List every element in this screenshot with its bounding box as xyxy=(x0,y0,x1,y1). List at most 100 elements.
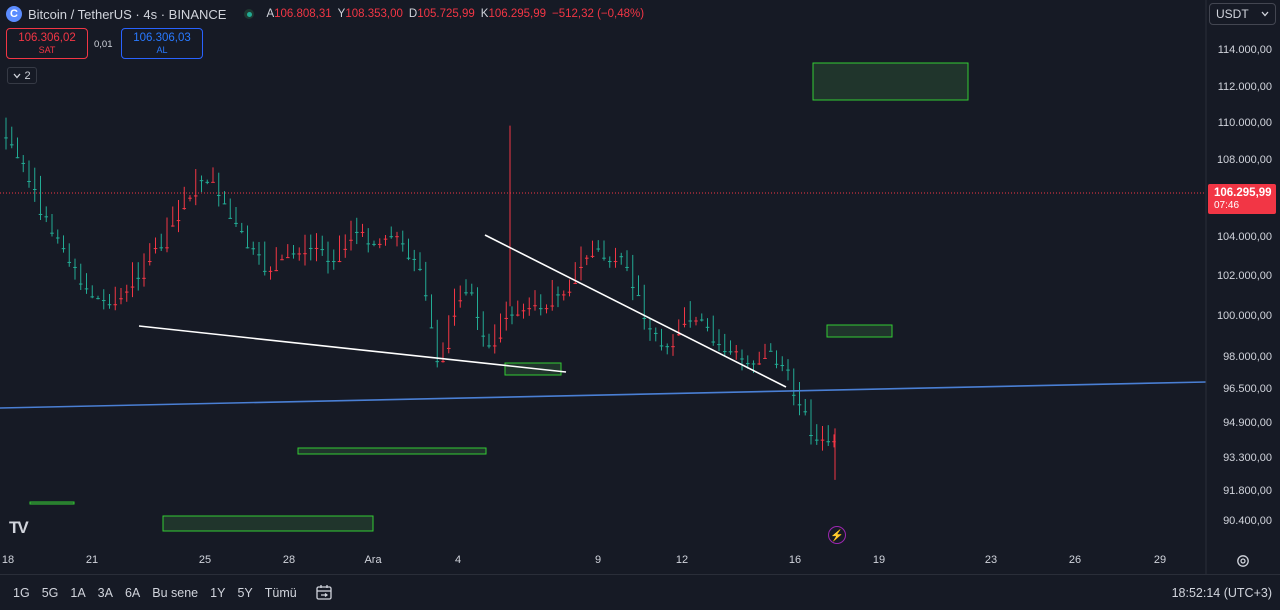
candle-body xyxy=(274,270,279,272)
timeframe-ytd[interactable]: Bu sene xyxy=(152,585,199,600)
candle-body xyxy=(27,181,31,183)
trendline-right[interactable] xyxy=(484,234,787,388)
candle-body xyxy=(395,236,399,238)
candle-body xyxy=(55,237,60,239)
sell-button[interactable]: 106.306,02 SAT xyxy=(6,28,88,59)
time-axis-label: 16 xyxy=(788,554,802,566)
candle-body xyxy=(297,253,302,255)
symbol-title[interactable]: Bitcoin / TetherUS · 4s · BINANCE xyxy=(28,6,227,22)
zone-box-bottom[interactable] xyxy=(162,515,374,532)
trendline-left[interactable] xyxy=(138,325,567,373)
time-axis-label: 9 xyxy=(594,554,602,566)
zone-box-left[interactable] xyxy=(29,501,75,505)
time-axis-label: 21 xyxy=(85,554,99,566)
price-axis-label: 114.000,00 xyxy=(1217,44,1272,56)
bar-countdown: 07:46 xyxy=(1214,199,1240,211)
buy-label: AL xyxy=(156,45,168,55)
candle-body xyxy=(705,326,710,328)
time-axis-label: 29 xyxy=(1153,554,1167,566)
chart-canvas[interactable] xyxy=(0,0,1280,574)
candle-body xyxy=(107,304,112,306)
candle-body xyxy=(475,316,480,318)
settings-gear-icon[interactable] xyxy=(1236,554,1250,568)
clock-timezone[interactable]: 18:52:14 (UTC+3) xyxy=(1171,585,1272,600)
candle-body xyxy=(791,394,796,396)
candle-body xyxy=(153,248,158,250)
candle-body xyxy=(740,358,744,360)
candle-body xyxy=(527,308,532,310)
candle-body xyxy=(607,261,612,263)
timeframe-all[interactable]: Tümü xyxy=(264,585,297,600)
candle-body xyxy=(734,351,739,353)
candle-body xyxy=(780,365,785,367)
timeframe-1y[interactable]: 1Y xyxy=(210,585,226,600)
currency-select[interactable]: USDT xyxy=(1209,3,1276,25)
tradingview-logo[interactable]: TV xyxy=(9,518,29,537)
price-axis-label: 98.000,00 xyxy=(1223,351,1272,363)
price-axis-label: 104.000,00 xyxy=(1216,231,1272,243)
support-trendline[interactable] xyxy=(0,381,1207,409)
candle-body xyxy=(205,181,210,183)
timeframe-3a[interactable]: 3A xyxy=(97,585,113,600)
time-axis-label: 25 xyxy=(198,554,212,566)
candle-body xyxy=(648,328,652,330)
price-axis-label: 94.900,00 xyxy=(1223,417,1272,429)
candle-body xyxy=(96,298,100,300)
candle-body xyxy=(222,203,227,205)
indicators-count: 2 xyxy=(24,69,31,82)
candle-body xyxy=(492,345,497,347)
timeframe-1g[interactable]: 1G xyxy=(13,585,30,600)
time-axis-label: 19 xyxy=(872,554,886,566)
candle-body xyxy=(521,310,526,312)
candle-body xyxy=(354,231,359,233)
candle-body xyxy=(67,261,72,263)
candle-body xyxy=(774,363,779,365)
candle-body xyxy=(216,194,221,196)
zone-target-box[interactable] xyxy=(812,62,969,101)
candle-body xyxy=(814,439,819,441)
candle-body xyxy=(826,441,831,443)
candle-body xyxy=(498,337,503,339)
market-status-icon[interactable] xyxy=(244,9,255,19)
ohlc-close: K106.295,99 xyxy=(480,8,547,20)
timeframe-5y[interactable]: 5Y xyxy=(237,585,253,600)
candle-body xyxy=(291,253,296,255)
timeframe-6a[interactable]: 6A xyxy=(124,585,141,600)
timeframe-5g[interactable]: 5G xyxy=(41,585,59,600)
candle-body xyxy=(820,439,825,441)
price-axis-label: 112.000,00 xyxy=(1217,81,1272,93)
zone-box-right[interactable] xyxy=(826,324,893,338)
candle-body xyxy=(711,341,716,343)
price-axis-label: 100.000,00 xyxy=(1216,310,1272,322)
candle-body xyxy=(90,296,95,298)
candle-body xyxy=(193,195,198,197)
price-change: −512,32 (−0,48%) xyxy=(552,8,645,20)
zone-box-support[interactable] xyxy=(297,447,487,455)
candle-body xyxy=(556,294,560,296)
candle-body xyxy=(176,220,181,222)
timeframe-1a[interactable]: 1A xyxy=(70,585,86,600)
candle-body xyxy=(613,261,618,263)
candle-body xyxy=(268,270,273,272)
candle-body xyxy=(211,181,215,183)
time-axis-label: 18 xyxy=(1,554,15,566)
candle-body xyxy=(50,232,54,234)
price-axis-label: 108.000,00 xyxy=(1216,154,1272,166)
candle-body xyxy=(504,317,509,319)
lightning-alert-icon[interactable]: ⚡ xyxy=(828,526,846,544)
sell-price: 106.306,02 xyxy=(18,32,76,44)
candle-body xyxy=(510,314,514,316)
candle-body xyxy=(383,238,388,240)
go-to-date-calendar-icon[interactable] xyxy=(314,583,334,603)
indicators-collapse-button[interactable]: 2 xyxy=(7,67,37,84)
candle-body xyxy=(423,295,428,297)
candle-body xyxy=(515,314,520,316)
candle-body xyxy=(446,347,451,349)
buy-button[interactable]: 106.306,03 AL xyxy=(121,28,203,59)
candle-body xyxy=(389,236,394,238)
candle-body xyxy=(303,253,307,255)
candle-body xyxy=(596,248,601,250)
candle-body xyxy=(676,334,681,336)
candle-body xyxy=(113,304,118,306)
